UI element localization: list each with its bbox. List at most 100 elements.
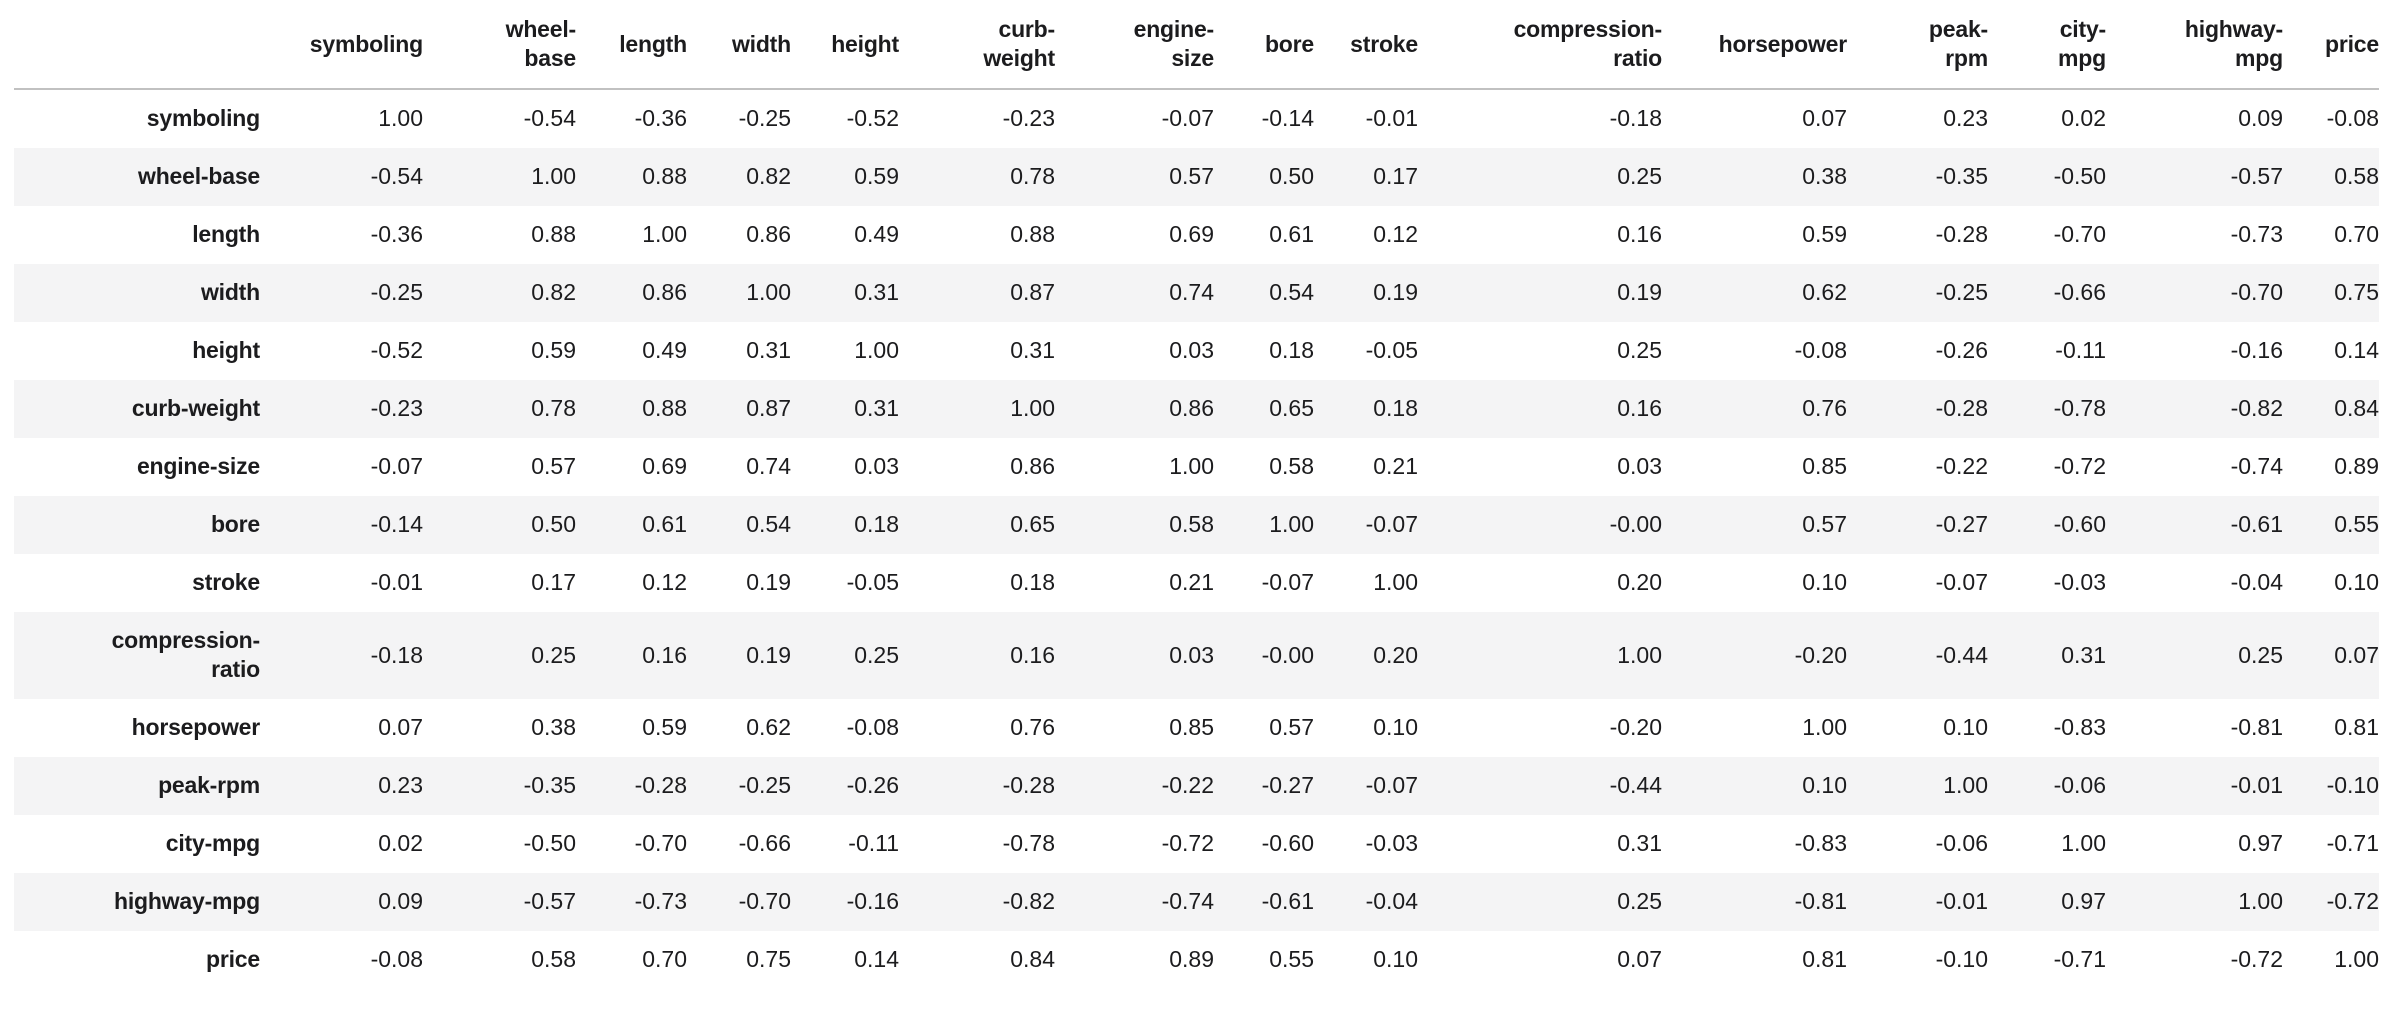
matrix-cell: -0.52 <box>846 105 899 131</box>
column-header: city- mpg <box>1988 0 2106 90</box>
column-header: engine- size <box>1055 0 1214 90</box>
matrix-cell: 0.76 <box>1010 714 1055 740</box>
matrix-cell: 0.49 <box>642 337 687 363</box>
matrix-cell: 0.76 <box>1802 395 1847 421</box>
matrix-cell: -0.08 <box>2326 105 2379 131</box>
matrix-cell: 0.03 <box>854 453 899 479</box>
matrix-cell: 0.10 <box>1373 714 1418 740</box>
matrix-cell: 0.07 <box>2334 641 2379 668</box>
matrix-cell: -0.66 <box>738 830 791 856</box>
matrix-cell: -0.10 <box>1935 946 1988 972</box>
matrix-cell: 0.07 <box>1802 105 1847 131</box>
matrix-cell: 0.10 <box>1802 569 1847 595</box>
matrix-cell: 0.85 <box>1802 453 1847 479</box>
matrix-cell: 0.20 <box>1373 641 1418 668</box>
matrix-cell: -0.07 <box>1261 569 1314 595</box>
matrix-cell: -0.82 <box>2230 395 2283 421</box>
matrix-cell: 0.70 <box>2334 221 2379 247</box>
matrix-cell: 0.17 <box>1373 163 1418 189</box>
matrix-cell: 0.25 <box>531 641 576 668</box>
matrix-cell: 0.03 <box>1169 641 1214 668</box>
matrix-cell: -0.25 <box>1935 279 1988 305</box>
matrix-cell: 1.00 <box>1010 395 1055 421</box>
matrix-cell: 0.88 <box>642 163 687 189</box>
matrix-cell: 0.61 <box>1269 221 1314 247</box>
matrix-cell: -0.01 <box>370 569 423 595</box>
matrix-cell: -0.61 <box>2230 511 2283 537</box>
matrix-cell: -0.28 <box>1002 772 1055 798</box>
matrix-cell: 0.19 <box>746 641 791 668</box>
matrix-cell: 0.49 <box>854 221 899 247</box>
matrix-cell: 0.62 <box>1802 279 1847 305</box>
matrix-cell: 0.38 <box>1802 163 1847 189</box>
table-row: engine-size -0.07 0.57 0.69 0.74 0.03 0.86 1.00… <box>14 438 2379 496</box>
matrix-cell: 0.16 <box>642 641 687 668</box>
matrix-cell: 0.31 <box>854 279 899 305</box>
matrix-cell: -0.06 <box>2053 772 2106 798</box>
matrix-cell: 0.82 <box>531 279 576 305</box>
matrix-cell: -0.25 <box>370 279 423 305</box>
matrix-cell: -0.16 <box>846 888 899 914</box>
matrix-cell: 0.21 <box>1169 569 1214 595</box>
column-header: symboling <box>260 0 423 90</box>
matrix-cell: -0.05 <box>1365 337 1418 363</box>
matrix-cell: 0.86 <box>1169 395 1214 421</box>
matrix-cell: 1.00 <box>531 163 576 189</box>
matrix-cell: 1.00 <box>1373 569 1418 595</box>
matrix-cell: 0.25 <box>854 641 899 668</box>
matrix-cell: -0.01 <box>2230 772 2283 798</box>
matrix-cell: -0.18 <box>1609 105 1662 131</box>
matrix-cell: -0.28 <box>634 772 687 798</box>
matrix-cell: 0.54 <box>746 511 791 537</box>
matrix-cell: 0.10 <box>2334 569 2379 595</box>
table-row: highway-mpg 0.09 -0.57 -0.73 -0.70 -0.16 -0.82… <box>14 873 2379 931</box>
matrix-cell: 0.57 <box>531 453 576 479</box>
matrix-cell: 0.54 <box>1269 279 1314 305</box>
matrix-cell: 0.58 <box>1169 511 1214 537</box>
matrix-cell: 0.31 <box>854 395 899 421</box>
matrix-cell: 0.31 <box>2061 641 2106 668</box>
matrix-cell: 0.19 <box>1617 279 1662 305</box>
matrix-cell: -0.72 <box>2326 888 2379 914</box>
matrix-cell: 1.00 <box>642 221 687 247</box>
matrix-cell: -0.28 <box>1935 395 1988 421</box>
matrix-cell: 0.25 <box>2238 641 2283 668</box>
matrix-cell: 0.20 <box>1617 569 1662 595</box>
matrix-cell: 1.00 <box>378 105 423 131</box>
matrix-cell: -0.70 <box>2230 279 2283 305</box>
matrix-cell: -0.18 <box>370 641 423 668</box>
matrix-cell: 0.09 <box>2238 105 2283 131</box>
matrix-cell: -0.70 <box>2053 221 2106 247</box>
matrix-cell: 1.00 <box>1943 772 1988 798</box>
matrix-cell: -0.25 <box>738 772 791 798</box>
column-header: curb- weight <box>899 0 1055 90</box>
table-row: horsepower 0.07 0.38 0.59 0.62 -0.08 0.76 0.85 0… <box>14 699 2379 757</box>
matrix-cell: 0.74 <box>746 453 791 479</box>
matrix-cell: -0.03 <box>2053 569 2106 595</box>
matrix-cell: 0.97 <box>2061 888 2106 914</box>
matrix-cell: 1.00 <box>1169 453 1214 479</box>
matrix-cell: 0.87 <box>1010 279 1055 305</box>
column-header: wheel- base <box>423 0 576 90</box>
row-header: width <box>200 279 260 305</box>
row-header: symboling <box>146 105 260 131</box>
matrix-cell: -0.60 <box>2053 511 2106 537</box>
matrix-cell: -0.00 <box>1609 511 1662 537</box>
matrix-cell: 0.02 <box>378 830 423 856</box>
matrix-cell: -0.08 <box>846 714 899 740</box>
matrix-cell: 0.23 <box>1943 105 1988 131</box>
table-row: bore -0.14 0.50 0.61 0.54 0.18 0.65 0.58 1.00 -0.… <box>14 496 2379 554</box>
matrix-cell: -0.25 <box>738 105 791 131</box>
row-header: engine-size <box>136 453 260 479</box>
row-header: compression- ratio <box>111 627 261 682</box>
matrix-cell: 0.70 <box>642 946 687 972</box>
matrix-cell: 0.55 <box>2334 511 2379 537</box>
matrix-cell: -0.71 <box>2326 830 2379 856</box>
matrix-cell: -0.50 <box>523 830 576 856</box>
column-header: price <box>2283 0 2379 90</box>
row-header: horsepower <box>131 714 261 740</box>
matrix-cell: -0.78 <box>2053 395 2106 421</box>
matrix-cell: 0.58 <box>531 946 576 972</box>
column-header: length <box>576 0 687 90</box>
row-header: curb-weight <box>131 395 260 421</box>
